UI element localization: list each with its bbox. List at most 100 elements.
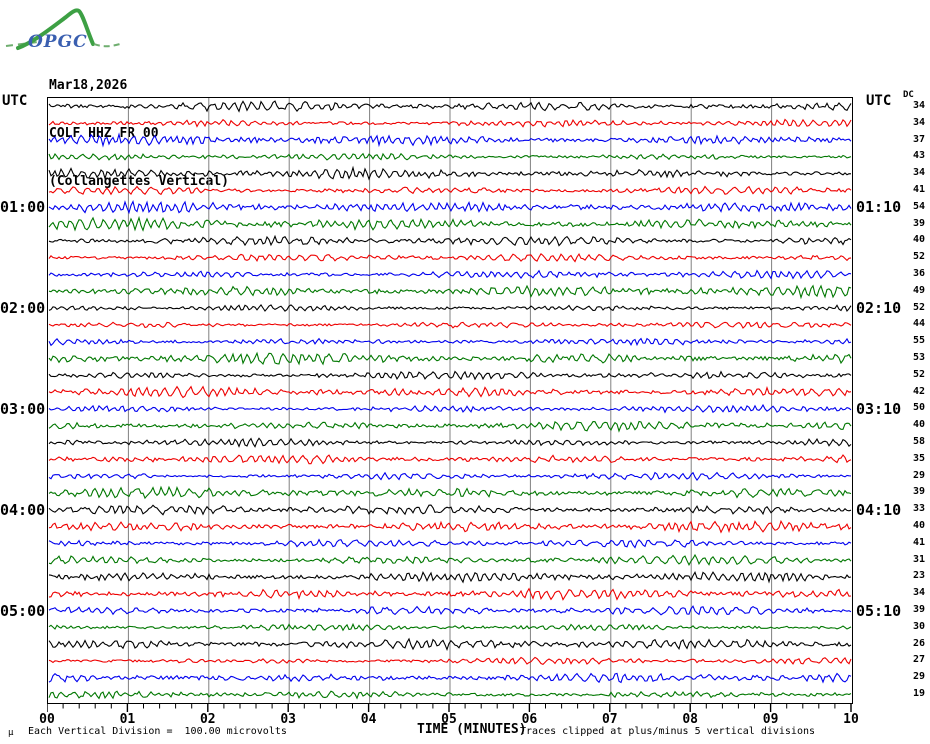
x-axis-label: TIME (MINUTES) bbox=[417, 722, 527, 737]
right-hour-label: 04:10 bbox=[856, 500, 902, 519]
seismic-trace bbox=[48, 252, 852, 263]
dc-value: 26 bbox=[912, 637, 925, 649]
clip-note: Traces clipped at plus/minus 5 vertical … bbox=[520, 726, 816, 737]
dc-value: 34 bbox=[912, 167, 925, 179]
dc-value: 35 bbox=[912, 452, 925, 464]
dc-value: 41 bbox=[912, 536, 925, 548]
seismic-trace bbox=[48, 538, 852, 549]
x-tick-label: 01 bbox=[119, 712, 136, 727]
x-tick-label: 10 bbox=[843, 712, 859, 727]
dc-value: 30 bbox=[912, 620, 925, 632]
dc-value: 27 bbox=[912, 654, 925, 666]
x-tick-label: 04 bbox=[360, 712, 377, 727]
dc-value: 39 bbox=[912, 486, 925, 498]
dc-value: 29 bbox=[912, 671, 925, 683]
seismic-trace bbox=[48, 672, 852, 684]
seismic-trace bbox=[48, 303, 852, 313]
micro-mark: µ bbox=[8, 728, 14, 738]
dc-value: 52 bbox=[912, 301, 925, 313]
dc-value: 52 bbox=[912, 368, 925, 380]
dc-value: 39 bbox=[912, 217, 925, 229]
left-axis-title: UTC bbox=[2, 93, 28, 109]
seismogram-plot bbox=[47, 97, 853, 704]
seismic-trace bbox=[48, 385, 852, 399]
seismic-trace bbox=[48, 656, 852, 666]
left-hour-label: 01:00 bbox=[0, 198, 46, 217]
seismic-trace bbox=[48, 118, 852, 128]
seismogram-traces bbox=[48, 98, 852, 703]
logo-text: OPGC bbox=[28, 32, 88, 52]
seismic-trace bbox=[48, 185, 852, 196]
right-hour-label: 03:10 bbox=[856, 399, 902, 418]
dc-value: 34 bbox=[912, 116, 925, 128]
right-hour-label: 01:10 bbox=[856, 198, 902, 217]
seismic-trace bbox=[48, 605, 852, 616]
seismic-trace bbox=[48, 152, 852, 161]
logo-curve bbox=[16, 8, 95, 50]
dc-value: 29 bbox=[912, 469, 925, 481]
dc-value: 34 bbox=[912, 99, 925, 111]
seismic-trace bbox=[48, 504, 852, 516]
dc-value: 43 bbox=[912, 150, 925, 162]
seismic-trace bbox=[48, 403, 852, 414]
seismic-trace bbox=[48, 471, 852, 482]
x-axis-ticks bbox=[47, 704, 852, 712]
x-tick-label: 00 bbox=[39, 712, 55, 727]
header-station: COLF HHZ FR 00 bbox=[49, 126, 159, 141]
seismic-trace bbox=[48, 553, 852, 566]
dc-value: 36 bbox=[912, 267, 925, 279]
seismic-trace bbox=[48, 519, 852, 534]
seismic-trace bbox=[48, 234, 852, 247]
dc-value: 44 bbox=[912, 318, 925, 330]
dc-value: 31 bbox=[912, 553, 925, 565]
seismic-trace bbox=[48, 420, 852, 433]
x-tick-label: 09 bbox=[762, 712, 779, 727]
seismic-trace bbox=[48, 570, 852, 584]
dc-value: 54 bbox=[912, 200, 925, 212]
seismic-trace bbox=[48, 200, 852, 215]
dc-value: 53 bbox=[912, 351, 925, 363]
left-hour-label: 04:00 bbox=[0, 500, 46, 519]
dc-value: 40 bbox=[912, 419, 925, 431]
dc-value: 19 bbox=[912, 688, 925, 700]
seismic-trace bbox=[48, 351, 852, 366]
seismic-trace bbox=[48, 454, 852, 465]
seismic-trace bbox=[48, 485, 852, 500]
division-note: Each Vertical Division = 100.00 microvol… bbox=[28, 726, 287, 737]
seismic-trace bbox=[48, 337, 852, 347]
dc-value: 50 bbox=[912, 402, 925, 414]
x-tick-label: 02 bbox=[199, 712, 216, 727]
seismic-trace bbox=[48, 100, 852, 113]
right-hour-label: 05:10 bbox=[856, 601, 902, 620]
seismic-trace bbox=[48, 132, 852, 148]
seismic-trace bbox=[48, 370, 852, 381]
seismic-trace bbox=[48, 622, 852, 632]
dc-value: 58 bbox=[912, 436, 925, 447]
opgc-logo: OPGC bbox=[5, 8, 121, 52]
dc-value: 41 bbox=[912, 183, 925, 195]
logo-dash-right bbox=[93, 43, 121, 48]
right-axis-title: UTC bbox=[866, 93, 892, 109]
dc-value: 55 bbox=[912, 335, 925, 347]
dc-value: 40 bbox=[912, 520, 925, 532]
dc-value: 40 bbox=[912, 234, 925, 246]
dc-value: 49 bbox=[912, 284, 925, 296]
dc-value: 34 bbox=[912, 587, 925, 599]
dc-value: 42 bbox=[912, 385, 925, 397]
seismic-trace bbox=[48, 284, 852, 300]
x-tick-label: 08 bbox=[682, 712, 699, 727]
seismic-trace bbox=[48, 437, 852, 448]
x-tick-label: 05 bbox=[441, 712, 457, 727]
seismic-trace bbox=[48, 690, 852, 700]
seismic-trace bbox=[48, 215, 852, 232]
right-hour-label: 02:10 bbox=[856, 299, 902, 318]
dc-value: 52 bbox=[912, 251, 925, 263]
left-hour-label: 02:00 bbox=[0, 299, 46, 318]
left-hour-label: 05:00 bbox=[0, 601, 46, 620]
seismic-trace bbox=[48, 269, 852, 280]
x-tick-label: 03 bbox=[280, 712, 297, 727]
left-hour-label: 03:00 bbox=[0, 399, 46, 418]
seismic-trace bbox=[48, 165, 852, 181]
seismic-trace bbox=[48, 587, 852, 601]
seismic-trace bbox=[48, 321, 852, 329]
